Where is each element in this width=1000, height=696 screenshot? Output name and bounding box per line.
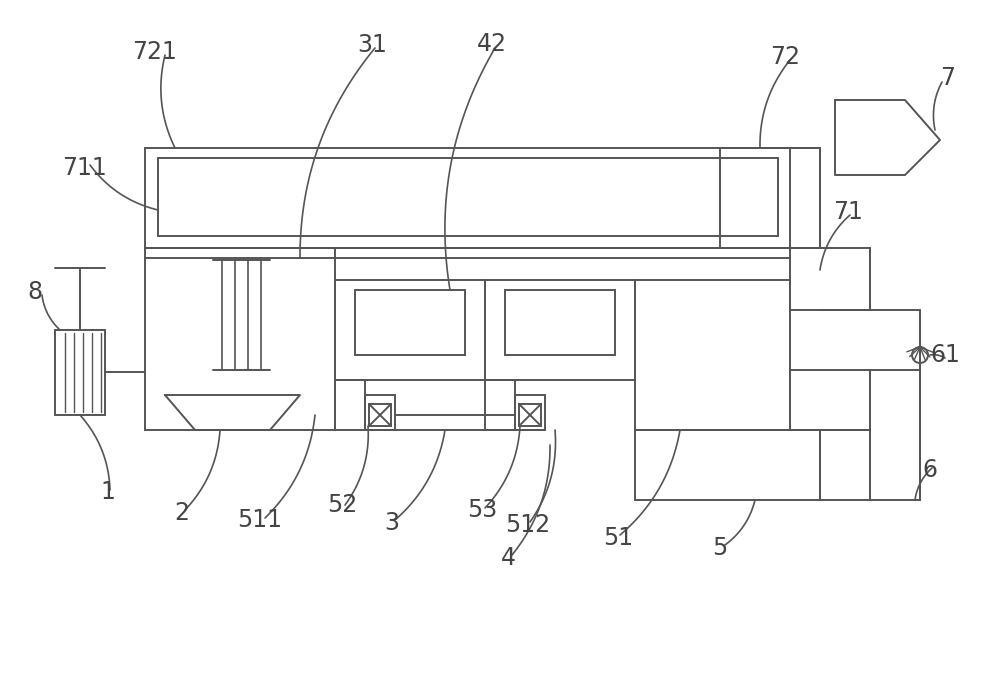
- Bar: [369, 404, 391, 426]
- Bar: [55, 330, 105, 415]
- Bar: [145, 248, 335, 430]
- Text: 42: 42: [477, 32, 507, 56]
- Text: 72: 72: [770, 45, 800, 69]
- Text: 2: 2: [175, 501, 190, 525]
- Bar: [635, 430, 820, 500]
- Text: 711: 711: [63, 156, 107, 180]
- Text: 3: 3: [384, 511, 400, 535]
- Bar: [485, 380, 515, 430]
- Bar: [335, 380, 365, 430]
- Bar: [635, 280, 790, 430]
- Text: 721: 721: [133, 40, 177, 64]
- Bar: [519, 404, 541, 426]
- Bar: [505, 290, 615, 355]
- Text: 7: 7: [940, 66, 956, 90]
- Text: 5: 5: [712, 536, 728, 560]
- Bar: [365, 395, 395, 430]
- Text: 71: 71: [833, 200, 863, 224]
- Text: 512: 512: [505, 513, 551, 537]
- Text: 31: 31: [357, 33, 387, 57]
- Text: 53: 53: [467, 498, 497, 522]
- Text: 511: 511: [238, 508, 283, 532]
- Bar: [790, 370, 870, 430]
- Text: 8: 8: [27, 280, 43, 304]
- Text: 61: 61: [930, 343, 960, 367]
- Bar: [515, 395, 545, 430]
- Bar: [355, 290, 465, 355]
- Bar: [485, 280, 635, 380]
- Text: 1: 1: [101, 480, 115, 504]
- Bar: [870, 370, 920, 500]
- Text: 52: 52: [327, 493, 357, 517]
- Text: 51: 51: [603, 526, 633, 550]
- Bar: [145, 148, 790, 248]
- Bar: [335, 280, 485, 380]
- Bar: [720, 148, 820, 248]
- Bar: [158, 158, 778, 236]
- Bar: [790, 248, 870, 310]
- Text: 4: 4: [501, 546, 516, 570]
- Text: 6: 6: [922, 458, 938, 482]
